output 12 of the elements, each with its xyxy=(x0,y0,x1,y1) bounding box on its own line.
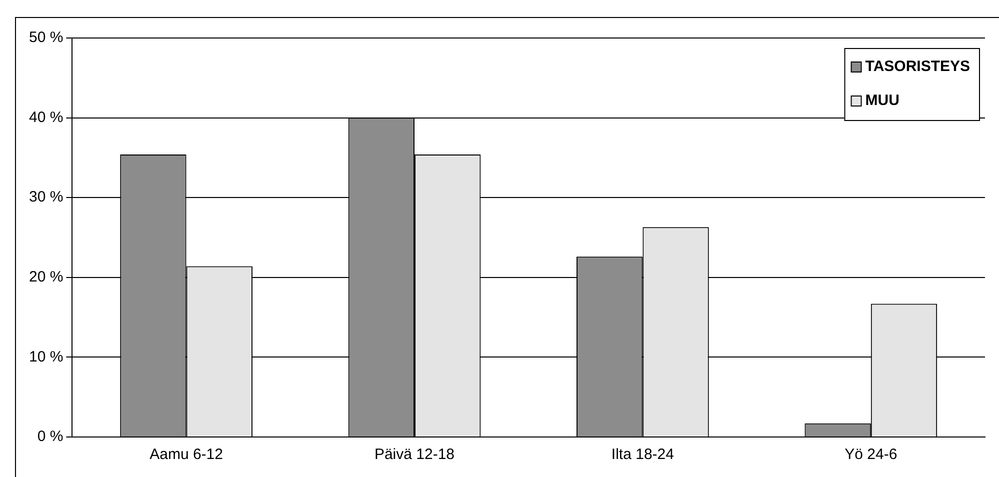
y-tick-label: 30 % xyxy=(28,188,64,206)
y-tick-label: 50 % xyxy=(28,29,64,46)
legend-label: TASORISTEYS xyxy=(865,58,970,76)
y-tick-label: 10 % xyxy=(28,348,64,366)
y-tick-label: 0 % xyxy=(37,428,64,446)
x-tick-label: Yö 24-6 xyxy=(844,446,898,464)
legend-label: MUU xyxy=(865,92,900,110)
x-tick-label: Ilta 18-24 xyxy=(611,446,674,464)
x-tick-label: Aamu 6-12 xyxy=(150,446,223,464)
y-tick-label: 20 % xyxy=(28,268,64,286)
x-tick-label: Päivä 12-18 xyxy=(374,446,455,464)
y-tick-label: 40 % xyxy=(28,108,64,126)
